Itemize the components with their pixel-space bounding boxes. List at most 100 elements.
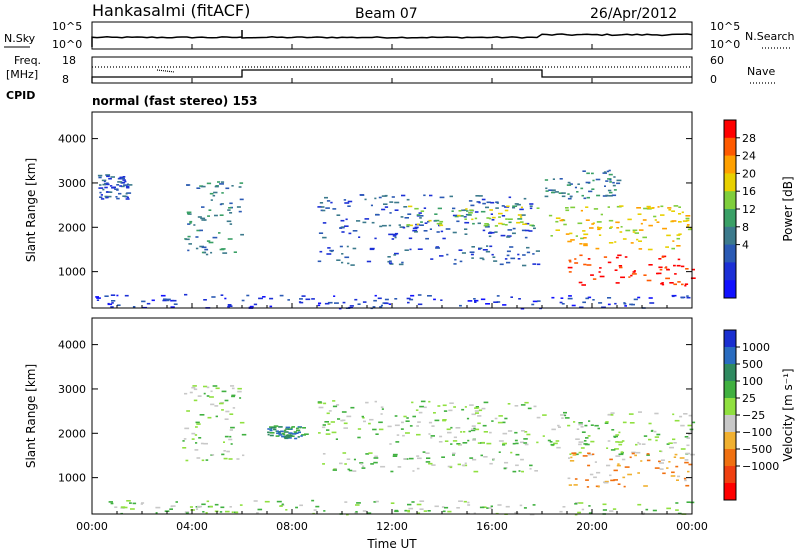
data-cell <box>583 440 587 442</box>
data-cell <box>436 222 440 225</box>
data-cell <box>680 296 684 299</box>
data-cell <box>507 430 513 432</box>
data-cell <box>642 219 647 221</box>
data-cell <box>114 506 118 508</box>
data-cell <box>520 441 524 444</box>
data-cell <box>408 507 414 510</box>
data-cell <box>681 283 684 286</box>
data-cell <box>591 223 595 225</box>
data-cell <box>160 294 166 297</box>
data-cell <box>474 217 478 220</box>
data-cell <box>405 509 410 512</box>
data-cell <box>534 470 538 472</box>
data-cell <box>454 258 457 261</box>
data-cell <box>140 503 143 505</box>
data-cell <box>384 298 389 301</box>
data-cell <box>568 457 571 459</box>
data-cell <box>570 206 576 209</box>
data-cell <box>573 421 576 423</box>
data-cell <box>218 232 221 234</box>
data-cell <box>481 441 485 444</box>
data-cell <box>290 427 293 429</box>
data-cell <box>231 185 234 187</box>
data-cell <box>684 284 687 287</box>
data-cell <box>478 201 481 204</box>
data-cell <box>349 305 354 307</box>
data-cell <box>613 469 618 472</box>
data-cell <box>469 251 475 253</box>
data-cell <box>583 243 588 245</box>
data-cell <box>101 179 107 182</box>
colorbar-swatch <box>724 381 736 399</box>
data-cell <box>637 472 640 474</box>
data-cell <box>612 181 615 184</box>
data-cell <box>437 405 441 407</box>
data-cell <box>453 406 456 408</box>
x-tick-label: 00:00 <box>676 520 708 533</box>
colorbar-tick-label: 8 <box>742 221 749 234</box>
data-cell <box>444 440 449 442</box>
data-cell <box>461 252 466 254</box>
data-cell <box>231 395 235 398</box>
data-cell <box>447 431 452 434</box>
data-cell <box>397 466 402 468</box>
data-cell <box>665 277 670 280</box>
data-cell <box>579 243 583 245</box>
data-cell <box>689 428 694 431</box>
data-cell <box>229 212 233 214</box>
data-cell <box>688 463 693 466</box>
data-cell <box>560 297 564 299</box>
data-cell <box>673 442 677 444</box>
data-cell <box>109 185 113 187</box>
colorbar-swatch <box>724 137 736 157</box>
colorbar-tick-label: 25 <box>742 392 756 405</box>
data-cell <box>294 432 299 434</box>
data-cell <box>648 224 653 227</box>
data-cell <box>493 301 499 303</box>
data-cell <box>197 216 202 218</box>
data-cell <box>132 306 136 308</box>
data-cell <box>392 235 397 237</box>
data-cell <box>520 307 525 310</box>
data-cell <box>558 192 564 194</box>
data-cell <box>587 435 591 437</box>
data-cell <box>674 453 678 456</box>
data-cell <box>363 420 366 423</box>
data-cell <box>484 223 489 225</box>
data-cell <box>621 440 625 442</box>
data-cell <box>665 246 669 248</box>
data-cell <box>488 217 492 220</box>
data-cell <box>464 228 468 230</box>
data-cell <box>389 263 394 265</box>
x-tick-label: 08:00 <box>276 520 308 533</box>
data-cell <box>683 413 688 415</box>
data-cell <box>506 261 511 264</box>
data-cell <box>406 198 410 201</box>
noise-panel: N.Sky 10^5 10^0 10^5 10^0 N.Search <box>4 20 795 51</box>
data-cell <box>226 450 230 453</box>
data-cell <box>640 222 643 225</box>
data-cell <box>214 405 219 407</box>
data-cell <box>322 463 325 465</box>
data-cell <box>489 245 493 248</box>
data-cell <box>342 452 347 454</box>
data-cell <box>192 385 197 387</box>
data-cell <box>490 201 495 204</box>
data-cell <box>343 199 347 201</box>
data-cell <box>326 253 332 255</box>
data-cell <box>687 424 693 427</box>
data-cell <box>646 454 650 456</box>
data-cell <box>212 385 218 387</box>
data-cell <box>482 202 486 205</box>
data-cell <box>318 302 322 305</box>
data-cell <box>394 298 398 300</box>
data-cell <box>559 301 563 304</box>
data-cell <box>414 231 418 233</box>
data-cell <box>291 426 295 428</box>
data-cell <box>401 261 404 264</box>
data-cell <box>583 443 588 445</box>
data-cell <box>126 192 132 194</box>
data-cell <box>372 306 376 308</box>
data-cell <box>403 458 407 460</box>
data-cell <box>341 419 346 422</box>
